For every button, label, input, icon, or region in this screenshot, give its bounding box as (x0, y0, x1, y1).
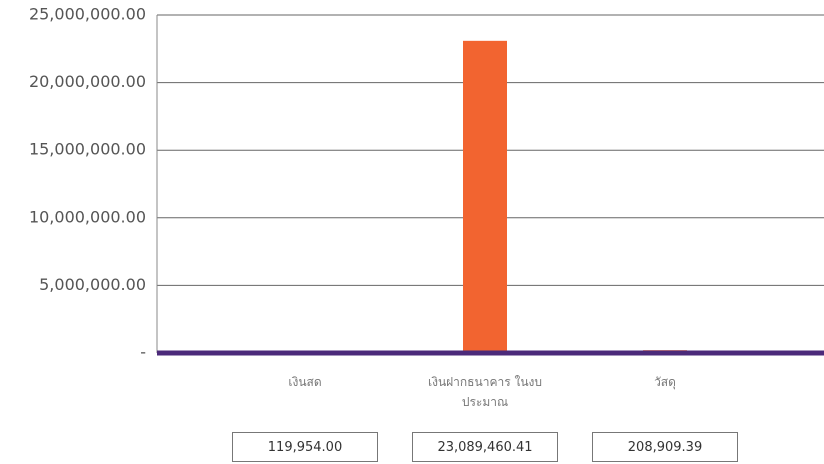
bar (463, 40, 507, 353)
x-tick-label: เงินฝากธนาคาร ในงบประมาณ (427, 375, 543, 409)
y-tick-label: 5,000,000.00 (39, 275, 146, 294)
y-tick-label: 15,000,000.00 (29, 140, 146, 159)
y-tick-label: 20,000,000.00 (29, 72, 146, 91)
value-label: 23,089,460.41 (412, 432, 558, 462)
value-label: 208,909.39 (592, 432, 738, 462)
x-tick-label: วัสดุ (654, 375, 676, 389)
y-tick-label: 25,000,000.00 (29, 5, 146, 24)
y-tick-label: - (140, 343, 146, 362)
x-tick-label: เงินสด (288, 375, 322, 389)
y-tick-label: 10,000,000.00 (29, 207, 146, 226)
value-label: 119,954.00 (232, 432, 378, 462)
